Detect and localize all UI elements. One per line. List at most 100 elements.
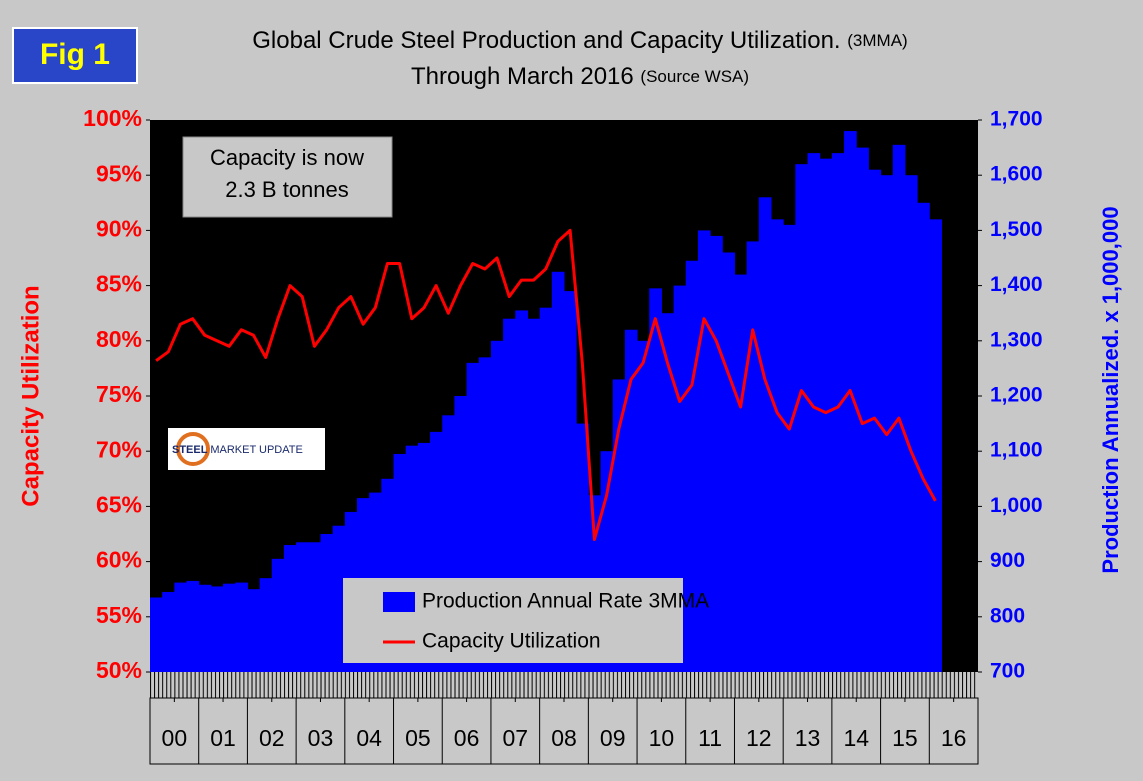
x-tick-label: 14: [843, 725, 869, 751]
bar: [649, 288, 662, 672]
chart-title: Global Crude Steel Production and Capaci…: [252, 27, 907, 54]
legend-swatch: [383, 592, 415, 612]
x-tick-label: 01: [210, 725, 236, 751]
bar: [746, 241, 760, 672]
y-tick-label: 80%: [96, 326, 142, 352]
x-tick-label: 02: [259, 725, 285, 751]
x-tick-label: 15: [892, 725, 918, 751]
bar: [880, 175, 894, 672]
bar: [332, 525, 346, 672]
bar: [844, 131, 857, 673]
x-tick-label: 00: [162, 725, 188, 751]
bar: [320, 534, 334, 672]
bar: [917, 202, 930, 673]
x-tick-label: 06: [454, 725, 480, 751]
title-note: (3MMA): [847, 31, 907, 50]
y2-tick-label: 1,400: [990, 273, 1043, 296]
bar: [783, 224, 796, 672]
y2-tick-label: 1,000: [990, 494, 1043, 517]
bar: [198, 584, 212, 672]
bar: [162, 591, 175, 672]
bar: [259, 578, 273, 672]
y-tick-label: 60%: [96, 547, 142, 573]
bar: [722, 252, 735, 673]
annotation-box: [182, 136, 393, 218]
y-tick-label: 70%: [96, 436, 142, 462]
bar: [186, 580, 200, 672]
x-tick-label: 16: [941, 725, 967, 751]
bar: [819, 158, 833, 672]
bar: [734, 274, 748, 672]
logo-text: STEEL MARKET UPDATE: [172, 444, 303, 456]
figure-label: Fig 1: [40, 38, 110, 71]
figure-label-box: [12, 27, 138, 84]
y-tick-label: 65%: [96, 491, 142, 517]
legend-label: Production Annual Rate 3MMA: [422, 590, 709, 613]
logo-icon: [176, 432, 210, 466]
bar: [235, 582, 248, 672]
bar: [807, 153, 821, 672]
bar: [904, 175, 918, 672]
x-tick-label: 12: [746, 725, 772, 751]
x-tick-label: 11: [698, 725, 722, 751]
y2-axis-title: Production Annualized. x 1,000,000: [1098, 206, 1123, 573]
line: [155, 228, 937, 541]
y-axis-title: Capacity Utilization: [17, 285, 44, 506]
bar: [892, 144, 906, 673]
y-tick-label: 85%: [96, 271, 142, 297]
y2-tick-label: 1,300: [990, 328, 1043, 351]
x-tick-label: 10: [649, 725, 675, 751]
x-tick-label: 09: [600, 725, 626, 751]
y2-tick-label: 1,200: [990, 384, 1043, 407]
bar: [283, 545, 297, 672]
y-tick-label: 75%: [96, 381, 142, 407]
bar: [564, 291, 577, 672]
bar: [271, 558, 285, 672]
bar: [795, 164, 809, 672]
y2-tick-label: 1,600: [990, 163, 1043, 186]
subtitle-note: (Source WSA): [640, 67, 749, 86]
legend-label: Capacity Utilization: [422, 630, 601, 653]
logo-word: MARKET UPDATE: [210, 444, 303, 456]
bar: [247, 589, 261, 672]
title-main: Global Crude Steel Production and Capaci…: [252, 27, 840, 54]
bar: [150, 597, 163, 672]
bar: [929, 219, 942, 673]
bar: [673, 285, 687, 672]
y2-tick-label: 1,700: [990, 108, 1043, 131]
y-tick-label: 50%: [96, 657, 142, 683]
y-tick-label: 95%: [96, 160, 142, 186]
y2-tick-label: 900: [990, 549, 1025, 572]
bar: [856, 147, 869, 673]
bar: [710, 235, 723, 673]
bar: [174, 582, 188, 672]
y2-tick-label: 1,100: [990, 439, 1043, 462]
bar: [758, 197, 772, 672]
x-tick-label: 05: [405, 725, 431, 751]
annotation: Capacity is now: [210, 145, 364, 170]
annotation: 2.3 B tonnes: [225, 177, 349, 202]
bar: [771, 219, 784, 673]
x-tick-label: 08: [551, 725, 577, 751]
x-minor-ticks: [150, 672, 978, 698]
bar: [296, 542, 309, 672]
x-tick-label: 13: [795, 725, 821, 751]
x-tick-label: 04: [356, 725, 382, 751]
y2-tick-label: 1,500: [990, 218, 1043, 241]
bar: [308, 542, 321, 672]
bar: [831, 153, 845, 672]
overlay-layer: Capacity is now 2.3 B tonnes STEEL MARKE…: [168, 136, 709, 663]
bar: [210, 586, 224, 672]
logo-word: STEEL: [172, 444, 208, 456]
x-tick-label: 07: [502, 725, 528, 751]
bar: [551, 271, 565, 672]
y-tick-label: 90%: [96, 215, 142, 241]
y-tick-label: 100%: [83, 105, 142, 131]
y2-tick-label: 800: [990, 604, 1025, 627]
subtitle-main: Through March 2016: [411, 63, 634, 90]
chart-subtitle: Through March 2016 (Source WSA): [411, 63, 749, 90]
y-tick-label: 55%: [96, 602, 142, 628]
y2-tick-label: 700: [990, 660, 1025, 683]
